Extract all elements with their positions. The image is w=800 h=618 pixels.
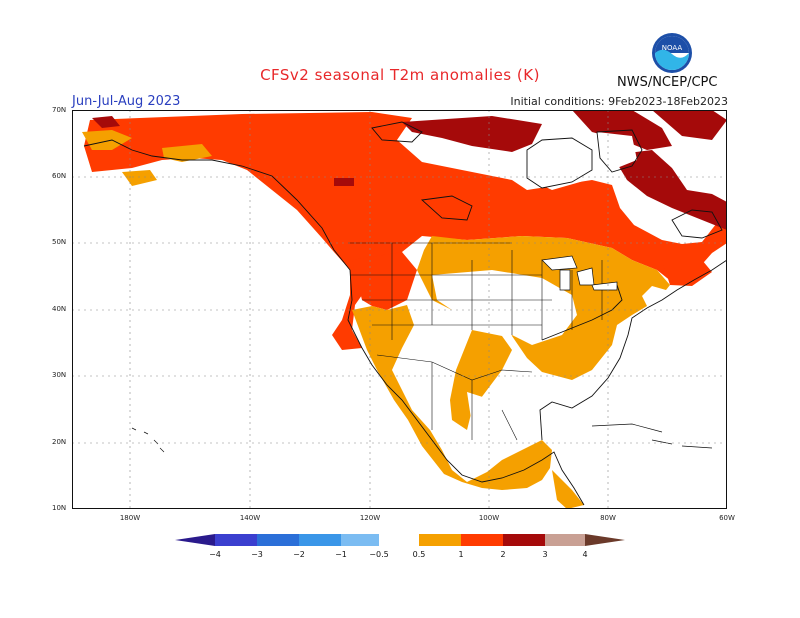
colorbar-swatch [419, 534, 461, 546]
colorbar-label: −0.5 [369, 550, 388, 559]
lat-label: 20N [52, 438, 67, 446]
colorbar-swatch [215, 534, 257, 546]
colorbar-label: 3 [542, 550, 547, 559]
colorbar-label: 2 [500, 550, 505, 559]
anomaly-fill-2to3 [92, 110, 727, 230]
initial-conditions-label: Initial conditions: 9Feb2023-18Feb2023 [510, 95, 728, 108]
lat-label: 10N [52, 504, 67, 512]
anomaly-fill-1to2 [84, 112, 727, 350]
map-title: CFSv2 seasonal T2m anomalies (K) [260, 66, 540, 84]
lat-label: 50N [52, 238, 67, 246]
lon-label: 140W [239, 514, 261, 522]
colorbar-swatch [379, 534, 419, 546]
lat-label: 30N [52, 371, 67, 379]
lat-gridlines [72, 176, 727, 444]
colorbar: −4 −3 −2 −1 −0.5 0.5 1 2 3 4 [175, 534, 625, 559]
great-lakes [541, 255, 618, 291]
colorbar-swatch [257, 534, 299, 546]
colorbar-label: 4 [582, 550, 587, 559]
colorbar-arrow-right [585, 534, 625, 546]
state-borders [348, 242, 603, 441]
colorbar-arrow-left [175, 534, 215, 546]
lon-label: 120W [359, 514, 381, 522]
noaa-logo-text: NOAA [662, 44, 683, 52]
agency-label: NWS/NCEP/CPC [617, 75, 718, 90]
lon-label: 80W [600, 514, 616, 522]
lat-label: 40N [52, 305, 67, 313]
lat-label: 60N [52, 172, 67, 180]
lon-label: 180W [119, 514, 141, 522]
map-frame [72, 110, 727, 509]
hawaii-islands [131, 427, 165, 453]
colorbar-swatch [299, 534, 341, 546]
lon-label: 100W [478, 514, 500, 522]
colorbar-label: −3 [251, 550, 263, 559]
colorbar-label: 1 [458, 550, 463, 559]
colorbar-label: 0.5 [413, 550, 426, 559]
noaa-logo-icon: NOAA [652, 33, 692, 73]
colorbar-swatch [503, 534, 545, 546]
colorbar-label: −2 [293, 550, 305, 559]
anomaly-map [72, 110, 727, 509]
colorbar-swatch [545, 534, 585, 546]
colorbar-swatch [461, 534, 503, 546]
colorbar-swatch [341, 534, 379, 546]
lon-label: 60W [719, 514, 735, 522]
colorbar-label: −1 [335, 550, 347, 559]
lon-gridlines [129, 110, 609, 509]
caribbean-islands [591, 423, 713, 449]
colorbar-label: −4 [209, 550, 221, 559]
season-label: Jun-Jul-Aug 2023 [72, 94, 181, 109]
lat-label: 70N [52, 106, 67, 114]
